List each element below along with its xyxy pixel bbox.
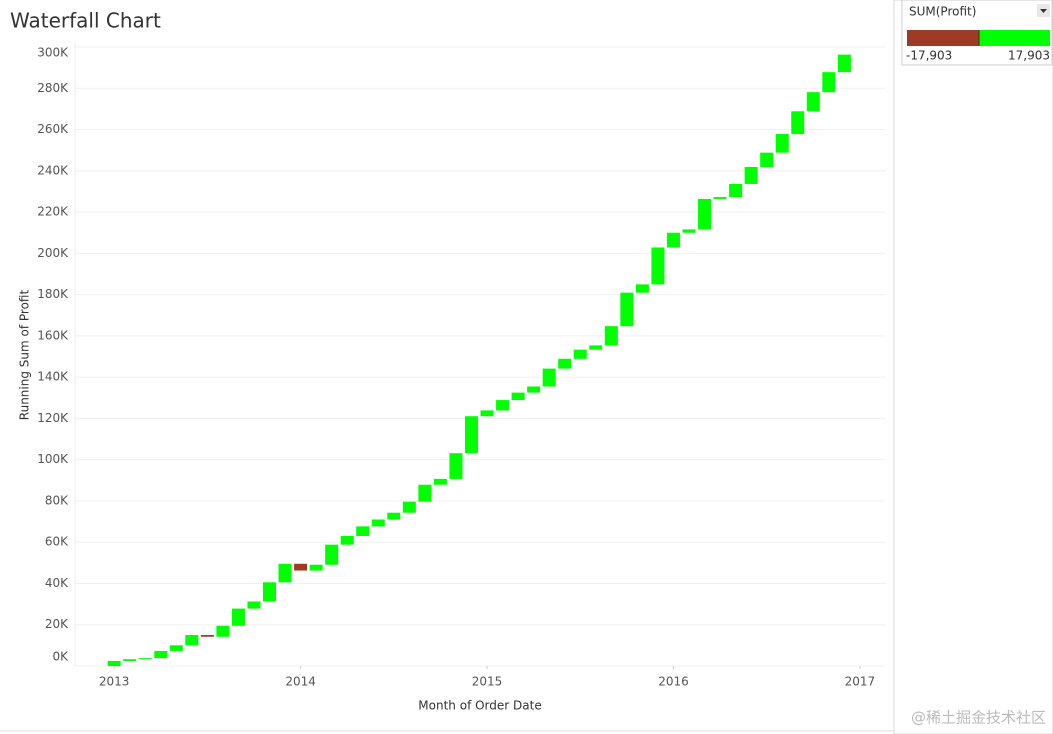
y-tick-label: 120K bbox=[37, 411, 69, 425]
y-tick-label: 20K bbox=[45, 617, 69, 631]
y-tick-label: 40K bbox=[45, 576, 69, 590]
y-tick-label: 260K bbox=[37, 122, 69, 136]
legend-title[interactable]: SUM(Profit) bbox=[909, 5, 976, 19]
y-tick-label: 300K bbox=[37, 46, 69, 60]
legend-positive bbox=[979, 30, 1050, 46]
waterfall-bar bbox=[464, 416, 478, 454]
waterfall-bar bbox=[760, 152, 774, 167]
y-tick-label: 80K bbox=[45, 493, 69, 507]
waterfall-bar bbox=[651, 247, 665, 285]
legend-min: -17,903 bbox=[906, 49, 952, 63]
side-panel bbox=[893, 0, 1053, 734]
x-tick-label: 2017 bbox=[845, 675, 876, 689]
legend-menu-arrow bbox=[1040, 9, 1047, 13]
waterfall-bar bbox=[356, 526, 370, 537]
y-tick-label: 140K bbox=[37, 370, 69, 384]
waterfall-bar bbox=[620, 292, 634, 327]
waterfall-bar bbox=[604, 326, 618, 346]
waterfall-bar bbox=[822, 72, 836, 93]
y-tick-label: 280K bbox=[37, 81, 69, 95]
waterfall-bar bbox=[278, 563, 292, 583]
waterfall-bar bbox=[418, 484, 432, 502]
waterfall-bar bbox=[231, 608, 245, 626]
waterfall-bar bbox=[433, 478, 447, 485]
waterfall-bar bbox=[682, 229, 696, 233]
waterfall-bar bbox=[729, 183, 743, 198]
y-tick-label: 200K bbox=[37, 246, 69, 260]
y-tick-label: 160K bbox=[37, 328, 69, 342]
chart-title: Waterfall Chart bbox=[10, 9, 161, 33]
legend-negative bbox=[907, 30, 979, 46]
waterfall-bar bbox=[713, 197, 727, 199]
waterfall-bar bbox=[635, 284, 649, 293]
y-tick-label: 180K bbox=[37, 287, 69, 301]
x-axis-title: Month of Order Date bbox=[418, 699, 541, 713]
waterfall-bar bbox=[402, 501, 416, 513]
waterfall-bar bbox=[309, 564, 323, 571]
waterfall-bar bbox=[294, 563, 308, 571]
y-tick-label: 0K bbox=[52, 650, 69, 664]
waterfall-bar bbox=[698, 198, 712, 230]
waterfall-bar bbox=[247, 601, 261, 609]
waterfall-bar bbox=[123, 659, 137, 661]
waterfall-bar bbox=[791, 111, 805, 134]
x-tick-label: 2014 bbox=[285, 675, 316, 689]
waterfall-bar bbox=[480, 410, 494, 417]
waterfall-bar bbox=[806, 92, 820, 112]
legend-max: 17,903 bbox=[1008, 49, 1050, 63]
waterfall-bar bbox=[185, 635, 199, 646]
waterfall-bar bbox=[558, 358, 572, 369]
waterfall-bar bbox=[775, 133, 789, 153]
waterfall-bar bbox=[449, 453, 463, 479]
waterfall-bar bbox=[744, 166, 758, 184]
y-tick-label: 100K bbox=[37, 452, 69, 466]
waterfall-bar bbox=[216, 625, 230, 637]
waterfall-bar bbox=[542, 368, 556, 387]
waterfall-bar bbox=[169, 645, 183, 651]
watermark: @稀土掘金技术社区 bbox=[911, 709, 1046, 727]
waterfall-bar bbox=[527, 386, 541, 393]
waterfall-bar bbox=[154, 650, 168, 659]
waterfall-bar bbox=[263, 582, 277, 602]
waterfall-bar bbox=[511, 392, 525, 401]
y-tick-label: 240K bbox=[37, 163, 69, 177]
waterfall-bar bbox=[387, 512, 401, 520]
waterfall-bar bbox=[340, 536, 354, 545]
waterfall-bar bbox=[325, 544, 339, 565]
x-tick-label: 2016 bbox=[658, 675, 689, 689]
waterfall-bar bbox=[589, 345, 603, 350]
y-tick-label: 60K bbox=[45, 535, 69, 549]
x-tick-label: 2015 bbox=[472, 675, 503, 689]
y-axis-title: Running Sum of Profit bbox=[18, 290, 32, 421]
waterfall-bar bbox=[573, 349, 587, 359]
waterfall-bar bbox=[138, 658, 152, 660]
waterfall-bar bbox=[107, 660, 121, 666]
waterfall-bar bbox=[371, 519, 385, 527]
waterfall-bar bbox=[666, 232, 680, 248]
x-tick-label: 2013 bbox=[99, 675, 130, 689]
y-tick-label: 220K bbox=[37, 205, 69, 219]
waterfall-bar bbox=[496, 400, 510, 411]
waterfall-bar bbox=[837, 54, 851, 73]
waterfall-bar bbox=[200, 635, 214, 637]
